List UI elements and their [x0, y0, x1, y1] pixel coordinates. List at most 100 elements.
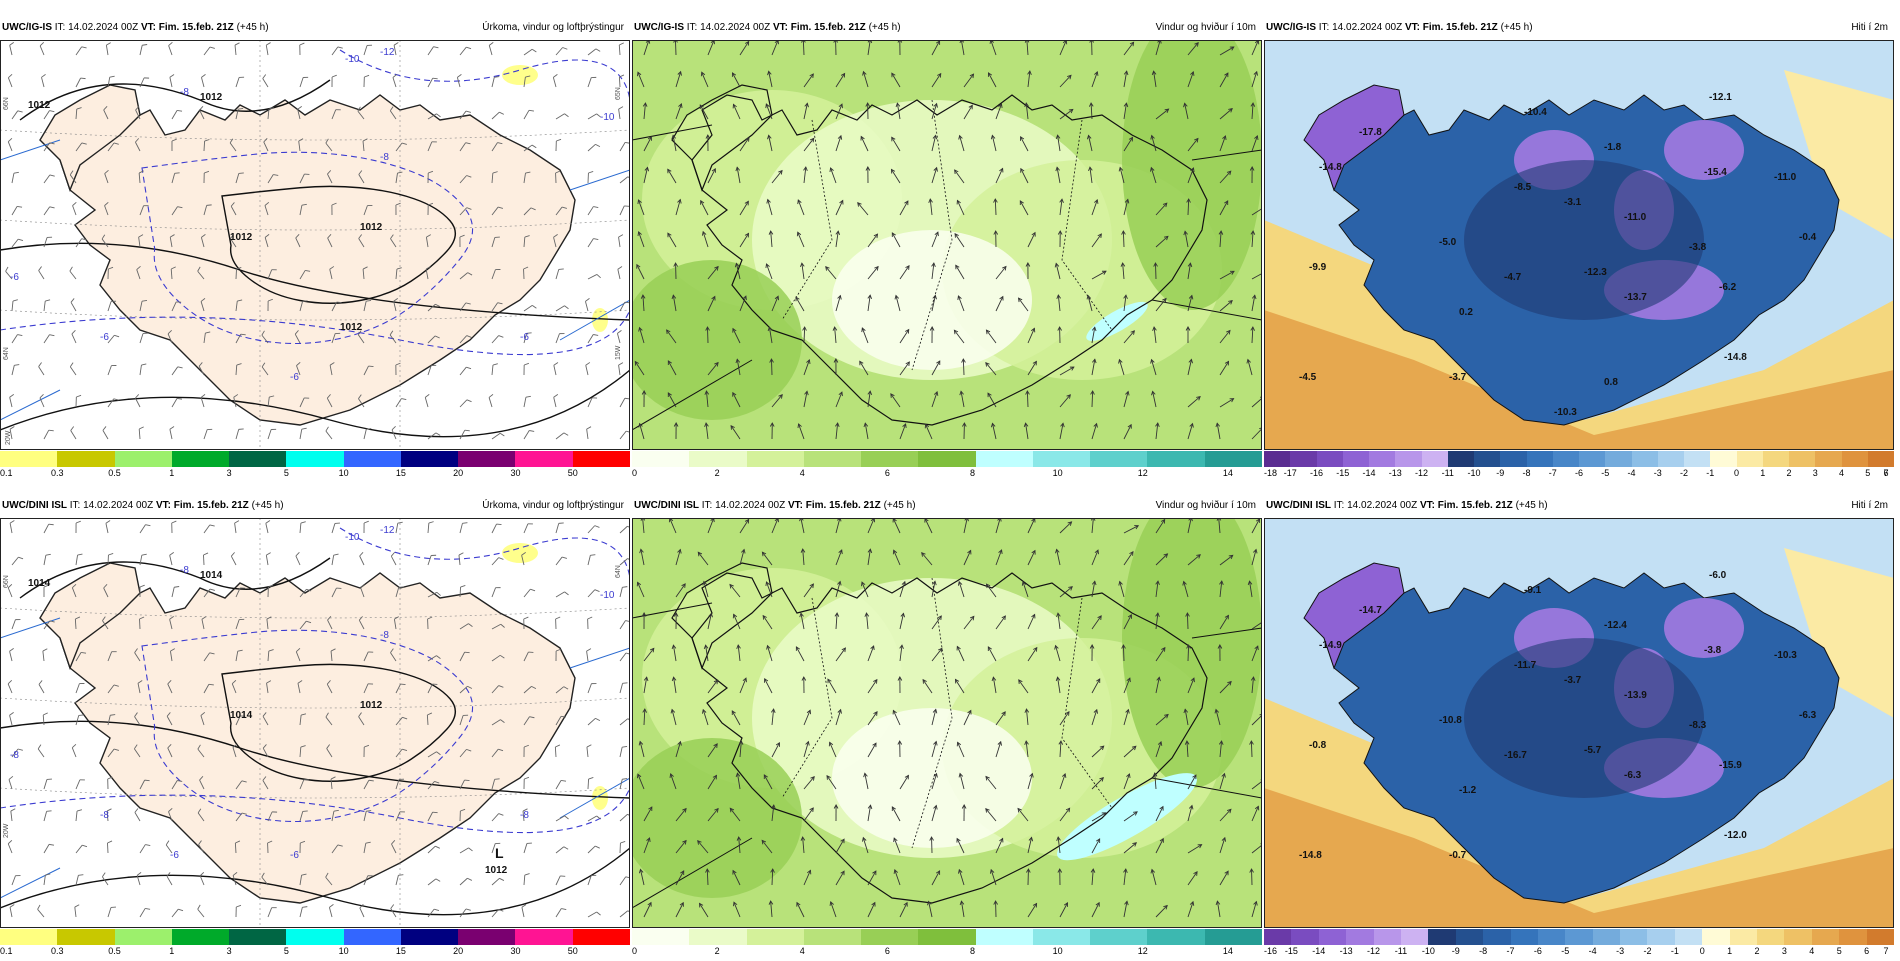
colorbar-tick-label: 5 — [284, 468, 289, 478]
colorbar-tick-label: 8 — [970, 468, 975, 478]
colorbar-tick-label: 5 — [1837, 946, 1842, 956]
colorbar-tick-label: 15 — [396, 468, 406, 478]
colorbar-swatch — [1757, 929, 1784, 945]
colorbar-swatch — [401, 451, 458, 467]
init-time: IT: 14.02.2024 00Z — [687, 22, 770, 33]
colorbar-swatch — [286, 451, 343, 467]
colorbar-swatch — [1264, 929, 1291, 945]
colorbar-swatch — [1369, 451, 1395, 467]
colorbar-tick-label: 0 — [632, 946, 637, 956]
colorbar-swatch — [1815, 451, 1841, 467]
colorbar-swatch — [1343, 451, 1369, 467]
colorbar-swatch — [1867, 929, 1894, 945]
colorbar-tick-label: 1 — [1727, 946, 1732, 956]
colorbar-tick-label: -12 — [1415, 468, 1428, 478]
colorbar-tick-label: 3 — [1813, 468, 1818, 478]
colorbar-tick-label: -14 — [1362, 468, 1375, 478]
colorbar-tick-label: -2 — [1680, 468, 1688, 478]
colorbar-swatch — [1319, 929, 1346, 945]
model-name: UWC/IG-IS — [1266, 22, 1316, 33]
panel-header: UWC/DINI ISL IT: 14.02.2024 00Z VT: Fim.… — [632, 496, 1262, 516]
model-name: UWC/DINI ISL — [634, 500, 699, 511]
colorbar-tick-label: -14 — [1312, 946, 1325, 956]
colorbar-tick-label: -13 — [1340, 946, 1353, 956]
colorbar-swatches — [1264, 929, 1894, 945]
colorbar-swatch — [1395, 451, 1421, 467]
colorbar-tick-label: 5 — [1865, 468, 1870, 478]
colorbar-swatch — [747, 929, 804, 945]
colorbar-swatch — [1702, 929, 1729, 945]
colorbar-tick-label: 1 — [169, 468, 174, 478]
colorbar-swatch — [632, 451, 689, 467]
field-title: Úrkoma, vindur og loftþrýstingur — [482, 496, 624, 516]
colorbar-swatch — [115, 929, 172, 945]
colorbar-tick-label: 4 — [1839, 468, 1844, 478]
init-time: IT: 14.02.2024 00Z — [1319, 22, 1402, 33]
colorbar-tick-label: 8 — [970, 946, 975, 956]
colorbar-swatch — [918, 929, 975, 945]
colorbar-tick-label: 5 — [284, 946, 289, 956]
colorbar-swatch — [1710, 451, 1736, 467]
valid-time: VT: Fim. 15.feb. 21Z — [1405, 22, 1498, 33]
colorbar-tick-label: 15 — [396, 946, 406, 956]
colorbar-swatch — [1579, 451, 1605, 467]
map-frame — [0, 518, 630, 928]
colorbar-tick-label: 0 — [632, 468, 637, 478]
colorbar-tick-label: -16 — [1310, 468, 1323, 478]
map-frame — [1264, 518, 1894, 928]
colorbar-tick-label: -15 — [1285, 946, 1298, 956]
panel-header: UWC/DINI ISL IT: 14.02.2024 00Z VT: Fim.… — [1264, 496, 1894, 516]
colorbar-tick-label: 4 — [1809, 946, 1814, 956]
colorbar-swatch — [1448, 451, 1474, 467]
colorbar-tick-label: -1 — [1706, 468, 1714, 478]
colorbar-tick-label: -12 — [1367, 946, 1380, 956]
colorbar-swatch — [344, 451, 401, 467]
colorbar-tick-label: 6 — [885, 946, 890, 956]
colorbar-swatch — [286, 929, 343, 945]
colorbar-swatch — [1033, 929, 1090, 945]
colorbar-swatches — [0, 929, 630, 945]
field-title: Vindur og hviður í 10m — [1156, 496, 1256, 516]
colorbar-swatch — [689, 929, 746, 945]
colorbar-swatch — [1675, 929, 1702, 945]
colorbar-swatch — [1789, 451, 1815, 467]
panel-precip-dini: UWC/DINI ISL IT: 14.02.2024 00Z VT: Fim.… — [0, 496, 630, 961]
valid-time: VT: Fim. 15.feb. 21Z — [141, 22, 234, 33]
colorbar-tick-label: -15 — [1336, 468, 1349, 478]
colorbar-tick-label: -1 — [1671, 946, 1679, 956]
colorbar-tick-label: -7 — [1549, 468, 1557, 478]
colorbar-tick-label: 12 — [1138, 468, 1148, 478]
panel-header: UWC/IG-IS IT: 14.02.2024 00Z VT: Fim. 15… — [632, 18, 1262, 38]
colorbar-swatch — [1647, 929, 1674, 945]
panel-temp-igis: UWC/IG-IS IT: 14.02.2024 00Z VT: Fim. 15… — [1264, 18, 1894, 483]
colorbar-swatch — [861, 451, 918, 467]
colorbar-tick-label: -18 — [1264, 468, 1277, 478]
colorbar-swatch — [1538, 929, 1565, 945]
colorbar-tick-label: 30 — [510, 946, 520, 956]
colorbar-tick-label: -2 — [1643, 946, 1651, 956]
panel-header: UWC/IG-IS IT: 14.02.2024 00Z VT: Fim. 15… — [1264, 18, 1894, 38]
colorbar-swatch — [344, 929, 401, 945]
colorbar-swatch — [229, 451, 286, 467]
colorbar-tick-label: -3 — [1616, 946, 1624, 956]
colorbar-tick-label: -7 — [1507, 946, 1515, 956]
colorbar-tick-label: 0.3 — [51, 468, 64, 478]
field-title: Hiti í 2m — [1851, 496, 1888, 516]
panel-temp-dini: UWC/DINI ISL IT: 14.02.2024 00Z VT: Fim.… — [1264, 496, 1894, 961]
colorbar-swatch — [1763, 451, 1789, 467]
model-name: UWC/DINI ISL — [1266, 500, 1331, 511]
colorbar-tick-label: 6 — [885, 468, 890, 478]
colorbar-swatch — [458, 451, 515, 467]
colorbar-tick-label: 0 — [1734, 468, 1739, 478]
colorbar-tick-label: 2 — [1755, 946, 1760, 956]
colorbar-swatch — [573, 929, 630, 945]
colorbar-swatch — [1346, 929, 1373, 945]
colorbar-tick-label: 2 — [1786, 468, 1791, 478]
colorbar-swatch — [1511, 929, 1538, 945]
colorbar-tick-label: -4 — [1589, 946, 1597, 956]
colorbar-swatch — [1428, 929, 1455, 945]
